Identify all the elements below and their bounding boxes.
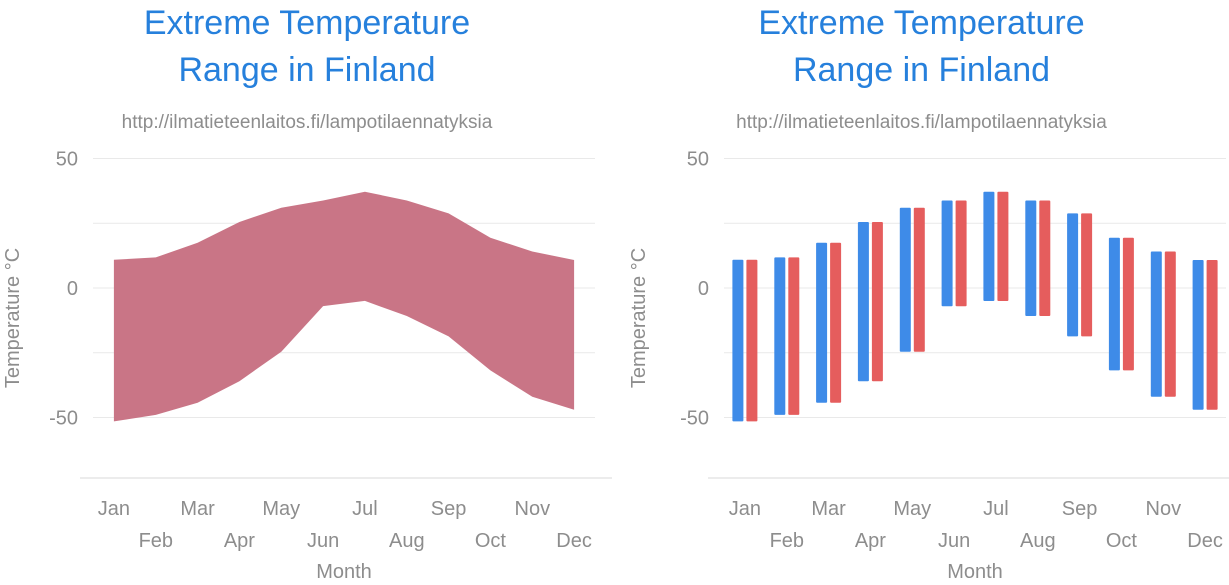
chart-title-line2: Range in Finland [178, 51, 436, 89]
y-tick-50: 50 [56, 149, 78, 171]
y-tick-50: 50 [687, 149, 709, 171]
range-bar-series-blue-may [899, 207, 911, 352]
x-tick-feb: Feb [770, 530, 804, 552]
x-tick-jan: Jan [729, 498, 761, 520]
range-column-chart: Extreme Temperature Range in Finland htt… [614, 0, 1229, 585]
y-tick-0: 0 [67, 278, 78, 300]
x-tick-dec: Dec [1187, 530, 1223, 552]
range-bar-series-red-may [913, 207, 925, 352]
x-tick-apr: Apr [855, 530, 886, 552]
chart-subtitle: http://ilmatieteenlaitos.fi/lampotilaenn… [121, 112, 493, 133]
x-tick-oct: Oct [1106, 530, 1138, 552]
range-bar-series-blue-feb [774, 257, 786, 415]
y-tick-0: 0 [698, 278, 709, 300]
range-column-plot: 50 0 -50 Jan Feb Mar Apr May Jun Jul Aug Sep Oct NovD… [628, 149, 1229, 583]
range-bar-series-blue-jan [732, 259, 744, 422]
range-bar-series-blue-jul [983, 191, 995, 301]
x-tick-sep: Sep [431, 498, 467, 520]
range-bar-series-red-mar [830, 242, 842, 403]
x-tick-mar: Mar [180, 498, 215, 520]
x-tick-nov: Nov [515, 498, 551, 520]
x-tick-jun: Jun [307, 530, 339, 552]
y-axis-title: Temperature °C [628, 248, 650, 388]
chart-title-line1: Extreme Temperature [758, 4, 1085, 42]
x-tick-aug: Aug [1020, 530, 1056, 552]
range-bar-series-blue-apr [857, 222, 869, 382]
range-bar-series-red-dec [1206, 260, 1218, 410]
range-bar-series-red-oct [1122, 237, 1134, 371]
range-bar-series-blue-sep [1067, 213, 1079, 337]
x-tick-jul: Jul [983, 498, 1009, 520]
range-bar-series-red-apr [871, 222, 883, 382]
x-tick-feb: Feb [139, 530, 173, 552]
range-bar-series-red-feb [788, 257, 800, 415]
x-axis-title: Month [316, 561, 372, 583]
range-bar-series-blue-jun [941, 200, 953, 307]
range-bar-series-red-nov [1164, 251, 1176, 397]
x-tick-nov: Nov [1146, 498, 1182, 520]
y-axis-title: Temperature °C [2, 248, 24, 388]
chart-title-line1: Extreme Temperature [143, 4, 471, 42]
range-bar-series-red-jul [997, 191, 1009, 301]
chart-subtitle: http://ilmatieteenlaitos.fi/lampotilaenn… [736, 112, 1107, 133]
x-tick-dec: Dec [556, 530, 592, 552]
x-tick-apr: Apr [224, 530, 255, 552]
x-tick-oct: Oct [475, 530, 507, 552]
range-bar-series-blue-oct [1108, 237, 1120, 371]
range-bar-series-red-sep [1081, 213, 1093, 337]
temperature-range-band [113, 191, 575, 422]
range-bar-series-blue-mar [816, 242, 828, 403]
x-tick-jan: Jan [98, 498, 130, 520]
x-tick-jul: Jul [352, 498, 378, 520]
y-tick--50: -50 [49, 408, 78, 430]
x-axis-title: Month [947, 561, 1003, 583]
range-bar-series-red-jun [955, 200, 967, 307]
x-tick-may: May [893, 498, 931, 520]
x-tick-mar: Mar [811, 498, 846, 520]
range-area-plot: 50 0 -50 Jan Feb Mar Apr May Jun Jul Aug Sep Oct NovD… [2, 149, 612, 583]
range-bar-series-red-aug [1039, 200, 1051, 316]
range-bar-series-red-jan [746, 259, 758, 422]
range-bar-series-blue-nov [1150, 251, 1162, 397]
chart-title: Extreme Temperature Range in Finland [614, 0, 1229, 94]
range-bar-series-blue-dec [1192, 260, 1204, 410]
y-tick--50: -50 [680, 408, 709, 430]
x-tick-aug: Aug [389, 530, 425, 552]
range-bar-series-blue-aug [1025, 200, 1037, 316]
x-tick-may: May [262, 498, 300, 520]
chart-title-line2: Range in Finland [792, 51, 1051, 89]
range-area-chart: Extreme Temperature Range in Finland htt… [0, 0, 614, 585]
x-tick-sep: Sep [1062, 498, 1098, 520]
chart-title: Extreme Temperature Range in Finland [0, 0, 614, 94]
x-tick-jun: Jun [938, 530, 970, 552]
